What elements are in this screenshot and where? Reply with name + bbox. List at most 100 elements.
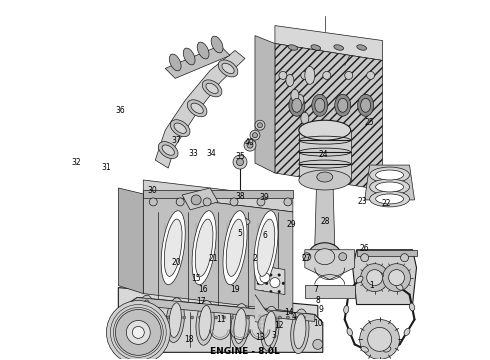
Ellipse shape [313, 339, 323, 349]
Circle shape [246, 316, 249, 319]
Ellipse shape [195, 244, 215, 252]
Text: 35: 35 [235, 152, 245, 161]
Circle shape [270, 316, 273, 319]
Ellipse shape [369, 191, 410, 207]
Text: 37: 37 [172, 136, 181, 145]
Ellipse shape [195, 219, 213, 276]
Text: 24: 24 [318, 150, 328, 159]
Ellipse shape [289, 94, 305, 116]
Circle shape [203, 198, 211, 206]
Ellipse shape [335, 94, 351, 116]
Ellipse shape [162, 145, 174, 155]
Circle shape [389, 270, 405, 285]
Circle shape [119, 316, 122, 319]
Polygon shape [140, 300, 150, 336]
Circle shape [106, 301, 170, 360]
Circle shape [360, 319, 399, 359]
Circle shape [135, 316, 138, 319]
Ellipse shape [158, 141, 178, 159]
Ellipse shape [376, 272, 383, 278]
Polygon shape [365, 165, 415, 200]
Circle shape [149, 198, 157, 206]
Circle shape [294, 316, 297, 319]
Ellipse shape [202, 80, 222, 97]
Circle shape [230, 316, 234, 319]
Text: 29: 29 [287, 220, 296, 229]
Ellipse shape [192, 211, 216, 285]
Circle shape [368, 328, 392, 351]
Circle shape [345, 71, 353, 80]
Ellipse shape [334, 45, 343, 50]
Ellipse shape [317, 172, 333, 182]
Polygon shape [305, 250, 355, 280]
Ellipse shape [299, 170, 351, 190]
Circle shape [176, 198, 184, 206]
Polygon shape [165, 45, 230, 78]
Text: 31: 31 [101, 163, 111, 172]
Text: 9: 9 [318, 305, 323, 314]
Ellipse shape [231, 303, 249, 348]
Polygon shape [115, 298, 315, 321]
Ellipse shape [199, 306, 211, 340]
Ellipse shape [164, 219, 182, 276]
Ellipse shape [183, 48, 195, 65]
Text: 20: 20 [172, 258, 181, 267]
Polygon shape [295, 314, 305, 349]
Ellipse shape [338, 98, 348, 112]
Circle shape [250, 130, 260, 140]
Circle shape [367, 71, 375, 80]
Circle shape [323, 71, 331, 80]
Text: 19: 19 [230, 285, 240, 294]
Circle shape [258, 315, 278, 334]
Text: 26: 26 [360, 244, 369, 253]
Circle shape [126, 320, 150, 345]
Circle shape [263, 316, 266, 319]
Ellipse shape [291, 89, 299, 101]
Polygon shape [265, 311, 275, 347]
Ellipse shape [376, 170, 404, 180]
Circle shape [222, 316, 225, 319]
Text: ENGINE - 8.0L: ENGINE - 8.0L [210, 347, 280, 356]
Ellipse shape [376, 182, 404, 192]
Ellipse shape [136, 295, 154, 340]
Ellipse shape [361, 98, 370, 112]
Ellipse shape [187, 100, 207, 117]
Text: 28: 28 [321, 217, 330, 226]
Text: 15: 15 [191, 274, 201, 283]
Polygon shape [275, 44, 383, 190]
Text: 23: 23 [357, 197, 367, 206]
Text: 16: 16 [198, 285, 208, 294]
Ellipse shape [369, 167, 410, 183]
Text: 6: 6 [262, 231, 267, 240]
Ellipse shape [211, 36, 223, 53]
Ellipse shape [288, 45, 298, 50]
Circle shape [132, 327, 144, 338]
Ellipse shape [305, 67, 315, 84]
Ellipse shape [257, 219, 275, 276]
Circle shape [303, 253, 311, 261]
Circle shape [257, 198, 265, 206]
Ellipse shape [301, 112, 309, 124]
Text: 34: 34 [206, 149, 216, 158]
Ellipse shape [299, 120, 351, 140]
Ellipse shape [296, 94, 304, 106]
Text: 18: 18 [184, 335, 194, 344]
Ellipse shape [383, 347, 391, 352]
Ellipse shape [161, 211, 185, 285]
Ellipse shape [191, 103, 203, 113]
Text: 33: 33 [189, 149, 198, 158]
Circle shape [237, 159, 244, 166]
Text: 25: 25 [365, 118, 374, 127]
Polygon shape [155, 50, 245, 168]
Circle shape [254, 316, 257, 319]
Polygon shape [353, 250, 416, 305]
Polygon shape [305, 285, 355, 298]
Text: 30: 30 [147, 186, 157, 195]
Text: 38: 38 [235, 192, 245, 201]
Bar [357, 250, 416, 256]
Circle shape [284, 198, 292, 206]
Polygon shape [115, 298, 323, 352]
Polygon shape [235, 308, 245, 344]
Ellipse shape [292, 98, 302, 112]
Circle shape [252, 133, 257, 138]
